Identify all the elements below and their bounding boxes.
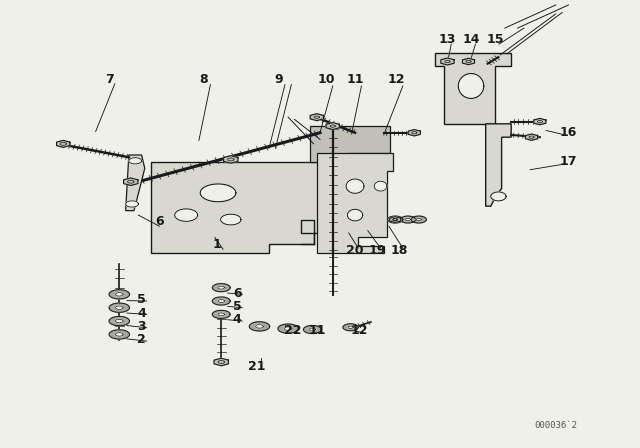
Polygon shape: [221, 214, 241, 225]
Polygon shape: [411, 216, 426, 223]
Polygon shape: [284, 327, 292, 330]
Polygon shape: [348, 209, 363, 221]
Text: 17: 17: [560, 155, 577, 168]
Polygon shape: [212, 310, 230, 319]
Polygon shape: [310, 126, 390, 162]
Text: 9: 9: [275, 73, 283, 86]
Text: 4: 4: [233, 313, 241, 326]
Polygon shape: [486, 124, 511, 206]
Text: 11: 11: [308, 324, 326, 337]
Text: 4: 4: [137, 306, 146, 319]
Text: 19: 19: [369, 244, 386, 257]
Polygon shape: [151, 162, 342, 253]
Polygon shape: [309, 328, 316, 331]
Text: 6: 6: [233, 287, 241, 300]
Text: 12: 12: [351, 324, 368, 337]
Polygon shape: [124, 178, 138, 185]
Text: 2: 2: [137, 333, 146, 346]
Polygon shape: [109, 290, 129, 299]
Text: 5: 5: [137, 293, 146, 306]
Text: 10: 10: [317, 73, 335, 86]
Polygon shape: [200, 184, 236, 202]
Polygon shape: [374, 181, 387, 191]
Polygon shape: [303, 325, 321, 334]
Polygon shape: [129, 158, 141, 164]
Polygon shape: [218, 313, 225, 316]
Text: 3: 3: [137, 320, 146, 333]
Polygon shape: [250, 322, 269, 331]
Text: 21: 21: [248, 360, 265, 373]
Text: 000036`2: 000036`2: [534, 421, 577, 430]
Polygon shape: [491, 192, 506, 201]
Text: 7: 7: [106, 73, 114, 86]
Polygon shape: [390, 217, 401, 223]
Text: 14: 14: [463, 33, 481, 46]
Polygon shape: [115, 293, 123, 296]
Polygon shape: [125, 201, 138, 207]
Polygon shape: [109, 303, 129, 312]
Text: 18: 18: [391, 244, 408, 257]
Polygon shape: [56, 140, 70, 147]
Polygon shape: [435, 52, 511, 124]
Polygon shape: [278, 324, 298, 333]
Polygon shape: [223, 156, 238, 163]
Polygon shape: [408, 129, 420, 136]
Polygon shape: [343, 324, 358, 331]
Polygon shape: [109, 316, 129, 326]
Polygon shape: [463, 58, 474, 65]
Polygon shape: [400, 216, 415, 223]
Text: 15: 15: [486, 33, 504, 46]
Polygon shape: [212, 284, 230, 292]
Text: 20: 20: [346, 244, 364, 257]
Polygon shape: [115, 306, 123, 310]
Polygon shape: [214, 358, 228, 366]
Text: 1: 1: [212, 237, 221, 250]
Polygon shape: [326, 123, 339, 129]
Polygon shape: [416, 218, 421, 221]
Polygon shape: [218, 300, 225, 302]
Polygon shape: [348, 326, 353, 328]
Text: 5: 5: [233, 300, 241, 313]
Text: 11: 11: [346, 73, 364, 86]
Polygon shape: [255, 325, 263, 328]
Text: 16: 16: [560, 126, 577, 139]
Polygon shape: [115, 319, 123, 323]
Polygon shape: [525, 134, 538, 140]
Polygon shape: [388, 216, 403, 223]
Polygon shape: [393, 218, 397, 221]
Text: 13: 13: [439, 33, 456, 46]
Text: 6: 6: [155, 215, 164, 228]
Polygon shape: [317, 153, 394, 253]
Text: 8: 8: [200, 73, 209, 86]
Polygon shape: [109, 330, 129, 339]
Polygon shape: [218, 286, 225, 289]
Text: 12: 12: [388, 73, 405, 86]
Polygon shape: [212, 297, 230, 305]
Polygon shape: [115, 333, 123, 336]
Polygon shape: [346, 179, 364, 193]
Polygon shape: [175, 209, 198, 221]
Text: 22: 22: [285, 324, 302, 337]
Polygon shape: [458, 73, 484, 99]
Polygon shape: [534, 118, 546, 125]
Polygon shape: [310, 114, 323, 121]
Polygon shape: [125, 155, 145, 211]
Polygon shape: [441, 58, 454, 65]
Polygon shape: [405, 218, 410, 221]
